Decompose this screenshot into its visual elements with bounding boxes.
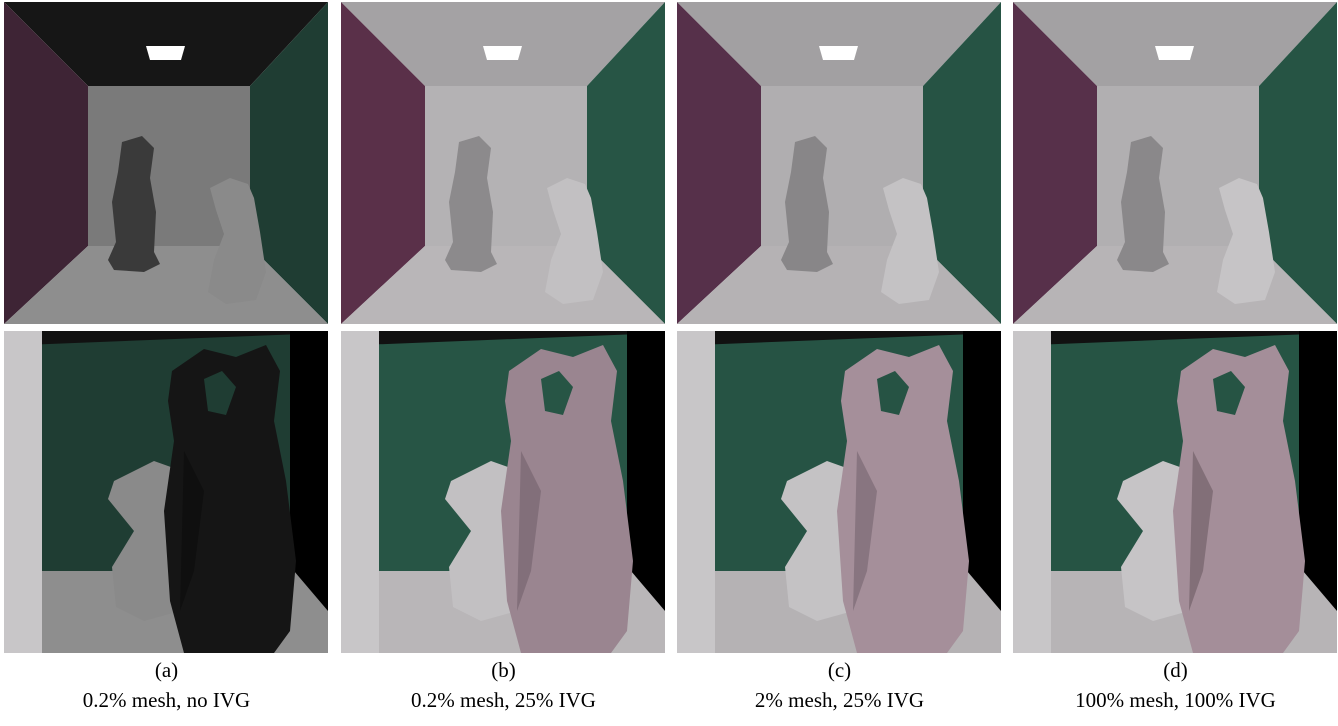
dragon	[1217, 178, 1275, 304]
ceiling	[361, 331, 665, 345]
statue	[837, 345, 969, 653]
dragon	[881, 178, 939, 304]
render-closeup	[677, 331, 1001, 653]
statue-hole	[204, 371, 236, 415]
panel: (c) 2% mesh, 25% IVG	[677, 0, 1002, 726]
right-wall	[587, 2, 665, 324]
light	[1155, 46, 1194, 60]
opening	[627, 331, 665, 653]
light	[483, 46, 522, 60]
opening	[290, 331, 328, 653]
statue	[1117, 136, 1169, 272]
panel: (d) 100% mesh, 100% IVG	[1013, 0, 1338, 726]
light	[146, 46, 185, 60]
ceiling	[4, 2, 328, 86]
pillar	[677, 331, 715, 653]
panel: (b) 0.2% mesh, 25% IVG	[341, 0, 666, 726]
panel-label: (c)	[827, 658, 852, 682]
dragon	[545, 178, 603, 304]
panel-caption: 0.2% mesh, 25% IVG	[411, 688, 596, 712]
render-closeup	[1013, 331, 1337, 653]
statue-shadow	[517, 451, 541, 611]
render-overview	[1013, 2, 1337, 324]
statue-hole	[541, 371, 573, 415]
ceiling	[677, 2, 1001, 86]
render-closeup	[4, 331, 328, 653]
panel-label: (a)	[154, 658, 179, 682]
panel-caption: 0.2% mesh, no IVG	[82, 688, 251, 712]
panel-caption: 100% mesh, 100% IVG	[1075, 688, 1276, 712]
left-wall	[1013, 2, 1097, 324]
ceiling	[1013, 2, 1337, 86]
opening	[963, 331, 1001, 653]
ceiling	[1033, 331, 1337, 345]
statue-shadow	[180, 451, 204, 611]
light	[819, 46, 858, 60]
statue-shadow	[1189, 451, 1213, 611]
pillar	[4, 331, 42, 653]
left-wall	[677, 2, 761, 324]
render-overview	[4, 2, 328, 324]
left-wall	[4, 2, 88, 324]
statue	[108, 136, 160, 272]
statue	[781, 136, 833, 272]
render-overview	[677, 2, 1001, 324]
statue-shadow	[853, 451, 877, 611]
left-wall	[341, 2, 425, 324]
ceiling	[24, 331, 328, 345]
pillar	[341, 331, 379, 653]
statue	[445, 136, 497, 272]
statue	[501, 345, 633, 653]
right-wall	[250, 2, 328, 324]
render-closeup	[341, 331, 665, 653]
statue	[1173, 345, 1305, 653]
opening	[1299, 331, 1337, 653]
render-overview	[341, 2, 665, 324]
ceiling	[341, 2, 665, 86]
right-wall	[923, 2, 1001, 324]
statue-hole	[1213, 371, 1245, 415]
panel-caption: 2% mesh, 25% IVG	[754, 688, 925, 712]
right-wall	[1259, 2, 1337, 324]
pillar	[1013, 331, 1051, 653]
panel: (a) 0.2% mesh, no IVG	[4, 0, 329, 726]
panel-label: (b)	[491, 658, 516, 682]
statue	[164, 345, 296, 653]
dragon	[208, 178, 266, 304]
statue-hole	[877, 371, 909, 415]
panel-label: (d)	[1163, 658, 1188, 682]
ceiling	[697, 331, 1001, 345]
